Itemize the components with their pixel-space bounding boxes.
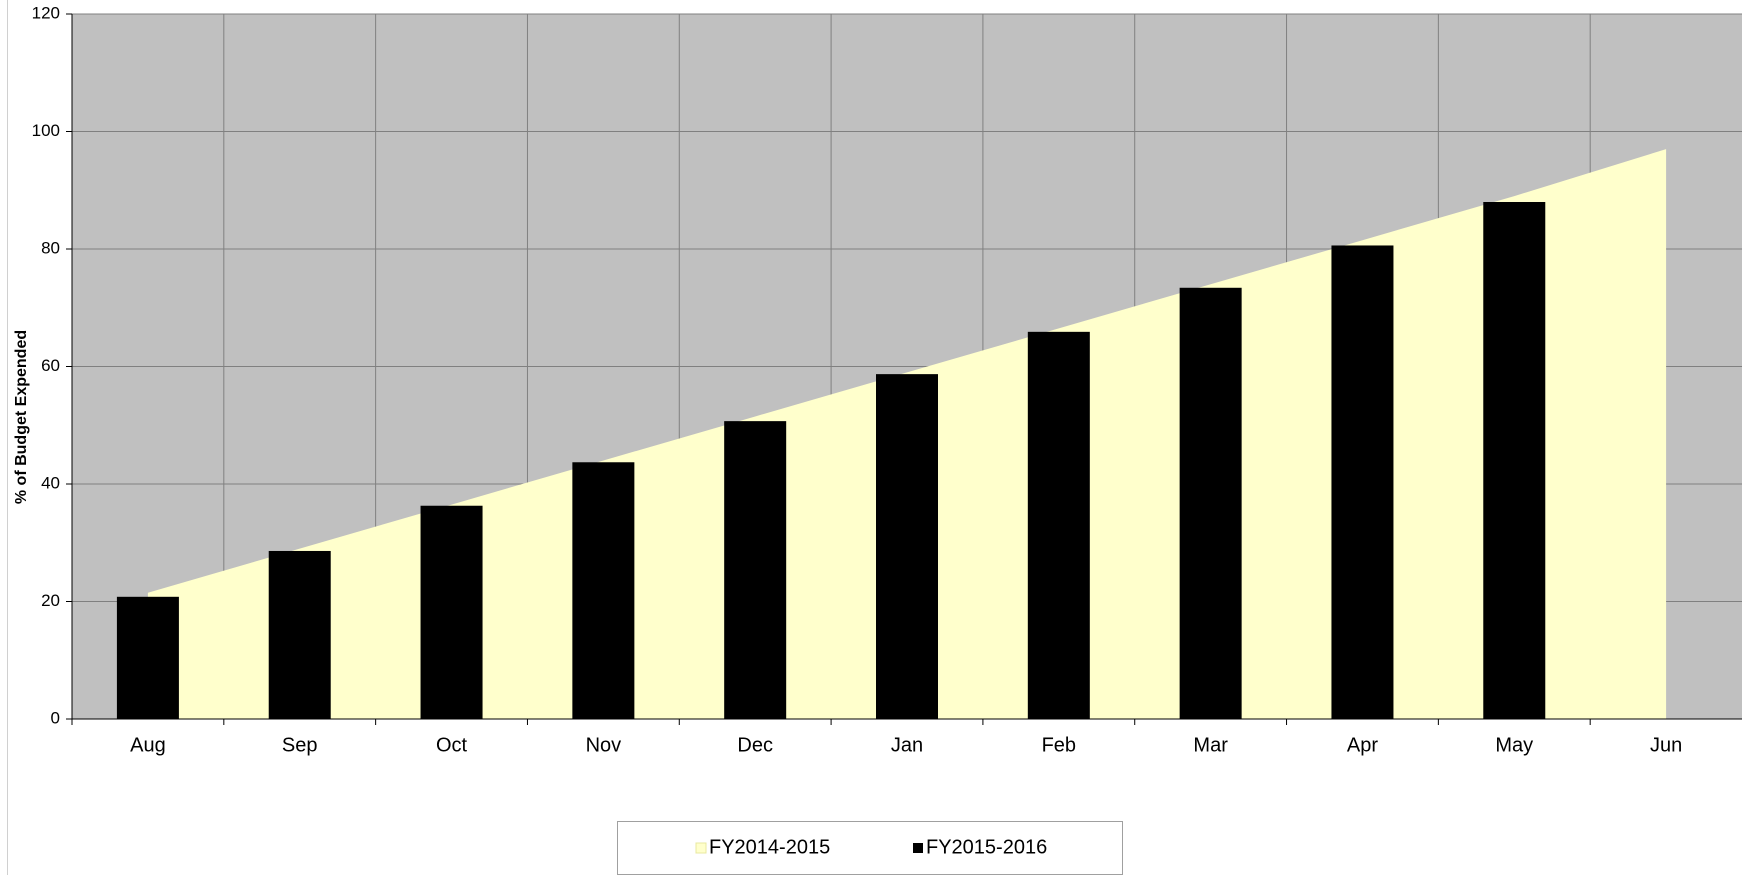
bar [724, 421, 787, 719]
bar [1483, 202, 1546, 719]
x-tick-label: Jan [891, 734, 923, 756]
y-tick-label: 80 [41, 238, 60, 257]
bar [420, 505, 483, 719]
legend-label: FY2015-2016 [926, 836, 1047, 858]
legend-marker [913, 843, 923, 853]
legend-marker [695, 842, 707, 854]
y-tick-label: 20 [41, 591, 60, 610]
bar [876, 374, 938, 719]
y-tick-label: 0 [51, 708, 60, 727]
x-tick-label: Oct [436, 734, 468, 756]
y-tick-label: 120 [32, 3, 60, 22]
bar [1179, 287, 1242, 719]
bar [1027, 331, 1090, 719]
x-tick-label: Sep [282, 734, 318, 756]
y-axis-title: % of Budget Expended [13, 330, 30, 504]
bar [572, 462, 635, 719]
bar [1331, 245, 1394, 719]
bar [268, 550, 331, 719]
x-tick-label: May [1495, 734, 1533, 756]
x-tick-label: Jun [1650, 734, 1682, 756]
bar [116, 596, 179, 719]
x-tick-label: Mar [1193, 734, 1228, 756]
legend-label: FY2014-2015 [709, 836, 830, 858]
x-tick-label: Nov [586, 734, 622, 756]
x-tick-label: Apr [1347, 734, 1378, 756]
y-tick-label: 60 [41, 356, 60, 375]
x-tick-label: Dec [737, 734, 773, 756]
x-tick-label: Aug [130, 734, 166, 756]
y-tick-label: 100 [32, 121, 60, 140]
x-tick-label: Feb [1042, 734, 1076, 756]
y-tick-label: 40 [41, 473, 60, 492]
